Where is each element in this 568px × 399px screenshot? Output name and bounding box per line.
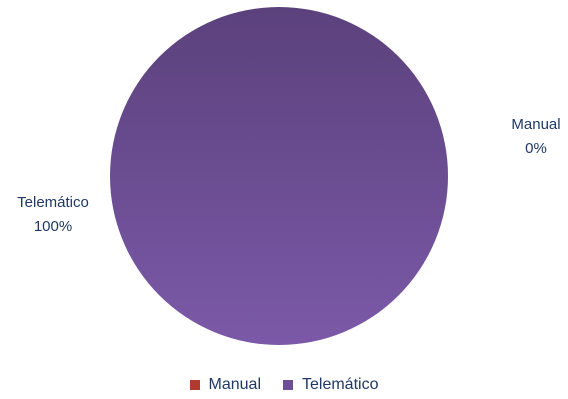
- data-label-manual-name: Manual: [511, 116, 560, 133]
- legend-swatch-telematico: [283, 380, 293, 390]
- legend-label-telematico: Telemático: [302, 376, 379, 393]
- chart-legend: Manual Telemático: [0, 374, 568, 396]
- data-label-manual: Manual 0%: [511, 116, 560, 157]
- legend-item-telematico: Telemático: [283, 376, 378, 394]
- pie-chart-svg: Manual 0% Telemático 100%: [17, 7, 561, 345]
- legend-item-manual: Manual: [189, 376, 261, 394]
- data-label-manual-percent: 0%: [525, 140, 547, 157]
- data-label-telematico-percent: 100%: [34, 218, 72, 235]
- data-label-telematico: Telemático 100%: [17, 194, 89, 235]
- legend-label-manual: Manual: [208, 376, 261, 393]
- pie-slice-telematico: [110, 7, 448, 345]
- legend-swatch-manual: [189, 380, 200, 390]
- pie-slices: [110, 7, 448, 345]
- data-label-telematico-name: Telemático: [17, 194, 89, 211]
